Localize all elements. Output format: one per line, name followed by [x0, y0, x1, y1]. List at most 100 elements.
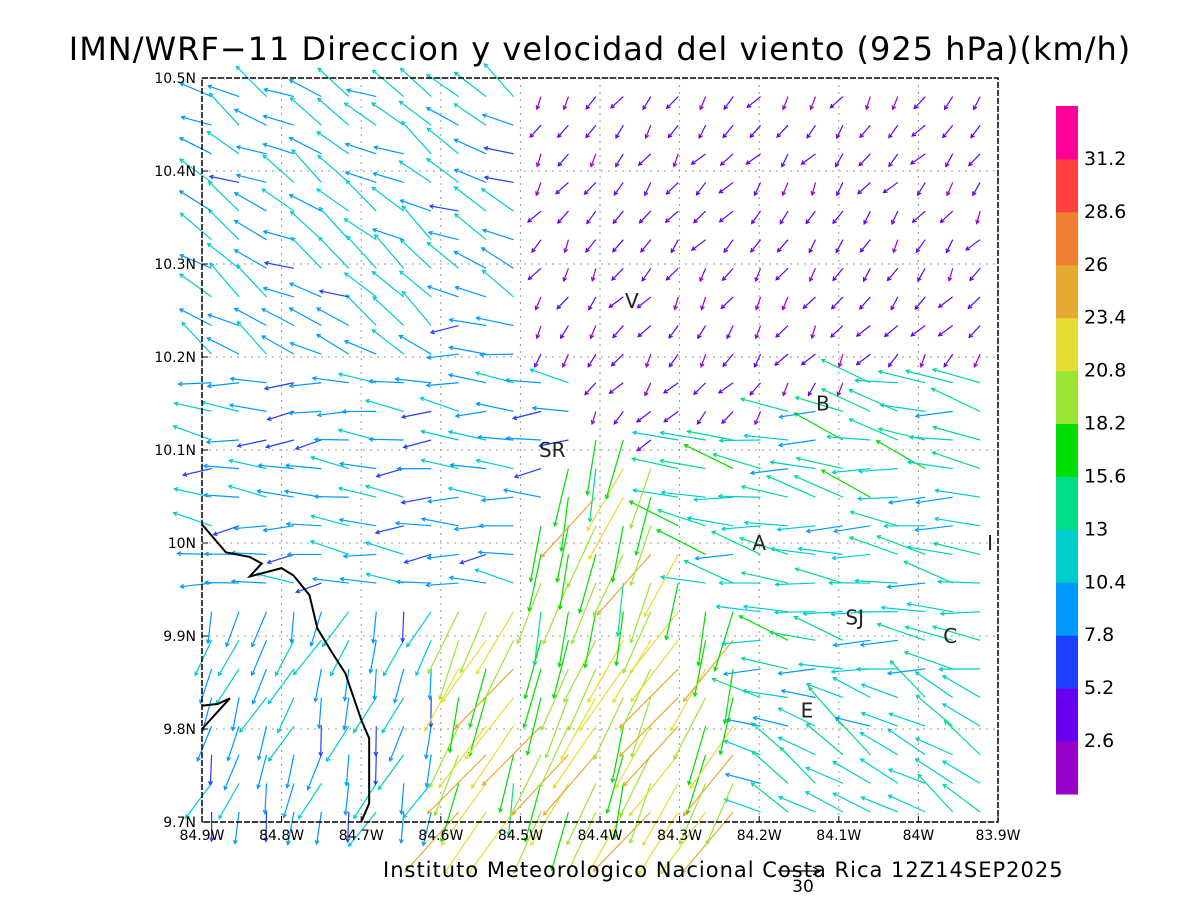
wind-vector	[227, 484, 267, 498]
wind-vector	[317, 67, 350, 98]
wind-vector	[693, 210, 707, 224]
wind-vector	[372, 171, 404, 184]
wind-vector	[904, 625, 953, 641]
wind-vector	[555, 525, 570, 584]
wind-vector	[970, 124, 981, 139]
wind-vector	[263, 260, 295, 269]
wind-vector	[233, 108, 267, 126]
wind-vector	[177, 381, 212, 387]
wind-vector	[178, 190, 212, 212]
wind-vector	[611, 267, 624, 281]
wind-vector	[288, 194, 322, 212]
wind-vector	[403, 553, 432, 564]
wind-vector	[448, 345, 487, 355]
wind-vector	[750, 210, 762, 225]
wind-vector	[480, 247, 514, 269]
wind-vector	[256, 725, 268, 761]
wind-vector	[400, 611, 406, 643]
wind-vector	[372, 296, 405, 326]
wind-vector	[835, 239, 844, 254]
colorbar-segment	[1056, 741, 1078, 795]
wind-vector	[447, 486, 487, 498]
wind-vector	[915, 239, 926, 254]
wind-vector	[372, 668, 378, 701]
wind-vector	[917, 267, 926, 283]
wind-vector	[590, 268, 597, 283]
wind-vector	[338, 517, 377, 527]
wind-vector	[290, 236, 322, 269]
wind-vector	[810, 182, 817, 197]
x-tick-label: 84.7W	[339, 828, 384, 844]
wind-vector	[877, 369, 926, 384]
wind-vector	[875, 440, 926, 470]
wind-vector	[426, 754, 487, 815]
wind-vector	[316, 154, 350, 183]
wind-vector	[743, 433, 789, 441]
wind-vector	[388, 725, 405, 763]
wind-vector	[695, 182, 707, 196]
wind-vector	[343, 102, 377, 126]
wind-vector	[425, 73, 459, 98]
colorbar-segment	[1056, 476, 1078, 530]
wind-vector	[715, 604, 761, 613]
wind-vector	[908, 434, 953, 441]
wind-vector	[181, 468, 212, 477]
wind-vector	[441, 639, 487, 703]
wind-vector	[401, 120, 432, 155]
wind-vector	[505, 435, 542, 441]
wind-vector	[754, 268, 762, 283]
wind-vector	[235, 65, 267, 98]
wind-vector	[420, 458, 459, 470]
wind-vector	[636, 439, 652, 452]
wind-vector	[426, 285, 459, 298]
wind-vector	[223, 754, 240, 791]
wind-vector	[722, 124, 734, 139]
wind-vector	[289, 611, 295, 644]
wind-vector	[368, 640, 377, 675]
wind-vector	[263, 87, 295, 98]
wind-vector	[610, 96, 624, 109]
wind-vector	[726, 325, 734, 340]
wind-vector	[637, 325, 652, 338]
place-label: I	[987, 531, 993, 555]
wind-vector	[205, 611, 213, 645]
wind-vector	[859, 639, 898, 648]
wind-vector	[311, 576, 349, 584]
wind-vector	[381, 697, 405, 734]
wind-vector	[699, 268, 707, 283]
colorbar-segment	[1056, 317, 1078, 372]
wind-vector	[583, 611, 597, 669]
wind-vector	[562, 268, 569, 283]
wind-vector	[774, 353, 789, 366]
wind-vector	[364, 398, 404, 412]
wind-vector	[911, 210, 926, 223]
wind-vector	[531, 239, 542, 254]
wind-vector	[262, 114, 295, 126]
wind-vector	[532, 611, 542, 667]
wind-vector	[753, 353, 762, 369]
colorbar-label: 5.2	[1084, 677, 1114, 699]
wind-vector	[643, 182, 652, 197]
wind-vector	[587, 639, 624, 704]
wind-vector	[610, 726, 624, 784]
wind-vector	[267, 725, 295, 762]
wind-vector	[620, 668, 652, 732]
wind-vector	[261, 188, 295, 212]
wind-vector	[931, 367, 981, 384]
wind-vector	[622, 725, 679, 787]
wind-vector	[933, 516, 981, 527]
wind-vector	[793, 412, 844, 441]
wind-vector	[428, 725, 460, 789]
y-axis-ticks: 9.7N 9.8N 9.9N 10N 10.1N 10.2N 10.3N 10.4N 10.5N	[154, 71, 208, 831]
wind-vector	[629, 525, 652, 587]
wind-vector	[809, 96, 817, 111]
wind-vector	[426, 496, 459, 504]
wind-vector	[341, 409, 377, 414]
wind-vector	[642, 783, 679, 847]
wind-vector	[567, 668, 597, 732]
wind-vector	[750, 722, 789, 756]
colorbar-label: 7.8	[1084, 624, 1114, 646]
wind-vector	[830, 325, 844, 338]
wind-vector	[721, 639, 761, 646]
wind-vector	[941, 675, 981, 699]
